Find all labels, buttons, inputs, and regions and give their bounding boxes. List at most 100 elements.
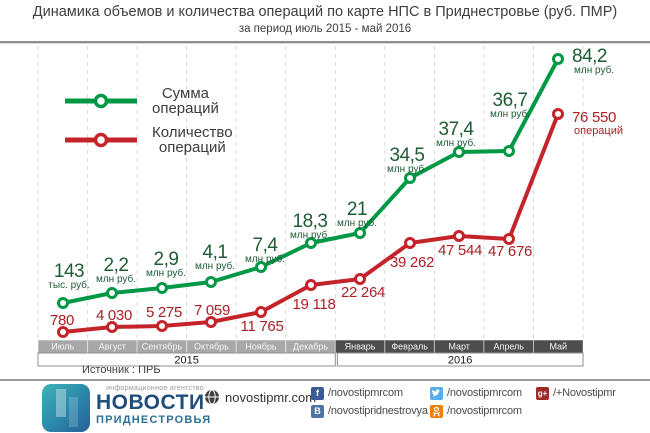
count-data-point <box>305 279 317 291</box>
year-label: 2015 <box>174 355 198 367</box>
vk-icon: В <box>311 404 324 418</box>
sum-data-point <box>404 172 416 184</box>
month-label: Декабрь <box>293 342 328 352</box>
footer-divider <box>0 379 650 381</box>
website-url: novostipmr.com <box>225 389 317 405</box>
sum-value-label: 2,2 <box>104 255 129 276</box>
count-data-point <box>354 273 366 285</box>
source-label: Источник : ПРБ <box>82 364 161 376</box>
year-label: 2016 <box>448 355 472 367</box>
facebook-handle: /novostipmrcom <box>328 387 403 399</box>
count-value-label: 780 <box>50 312 74 329</box>
sum-unit-label: млн руб. <box>290 229 330 241</box>
sum-unit-label: млн руб. <box>96 273 136 285</box>
social-googleplus: g+ /+Novostipmr <box>536 386 616 400</box>
social-facebook: f /novostipmrcom <box>311 386 403 400</box>
facebook-icon: f <box>311 386 324 400</box>
count-data-point <box>156 320 168 332</box>
sum-value-label: 7,4 <box>253 235 279 256</box>
sum-unit-label: млн руб. <box>490 108 530 120</box>
count-value-label: 47 676 <box>488 243 532 260</box>
count-unit-label: операций <box>574 125 623 137</box>
count-value-label: 76 550 <box>572 109 616 126</box>
agency-tagline: информационное агентство <box>106 385 204 392</box>
month-label: Февраль <box>391 342 428 352</box>
month-label: Июль <box>51 342 74 352</box>
month-label: Май <box>549 342 567 352</box>
count-data-point <box>552 108 564 120</box>
sum-data-point <box>552 53 564 65</box>
count-data-point <box>57 326 69 338</box>
sum-unit-label: млн руб. <box>436 137 476 149</box>
count-data-point <box>503 233 515 245</box>
count-data-point <box>106 321 118 333</box>
sum-data-point <box>106 287 118 299</box>
sum-data-point <box>57 297 69 309</box>
sum-value-label: 36,7 <box>493 90 528 111</box>
page-title: Динамика объемов и количества операций п… <box>32 4 618 20</box>
legend-label-count: Количество операций <box>152 124 233 156</box>
count-line-swatch <box>65 132 137 148</box>
sum-data-point <box>205 276 217 288</box>
year-band <box>336 352 584 367</box>
sum-unit-label: млн руб. <box>387 163 427 175</box>
count-data-point <box>255 306 267 318</box>
odnoklassniki-handle: /novostipmrcom <box>447 405 522 417</box>
sum-value-label: 18,3 <box>293 211 328 232</box>
vk-handle: /novostipridnestrovya <box>328 405 428 417</box>
sum-value-label: 37,4 <box>439 119 475 140</box>
month-label: Август <box>99 342 126 352</box>
month-label: Сентябрь <box>142 342 183 352</box>
sum-value-label: 21 <box>347 199 367 220</box>
sum-unit-label: млн руб. <box>574 64 614 76</box>
count-data-point <box>205 316 217 328</box>
sum-data-point <box>305 237 317 249</box>
sum-line-swatch <box>65 93 137 109</box>
legend-item-count: Количество операций <box>62 123 233 157</box>
year-band <box>37 352 336 367</box>
month-label: Март <box>448 342 470 352</box>
agency-brand: информационное агентство НОВОСТИ ПРИДНЕС… <box>96 385 212 426</box>
count-value-label: 19 118 <box>293 296 336 313</box>
month-label: Апрель <box>493 342 524 352</box>
count-value-label: 5 275 <box>146 304 182 321</box>
count-value-label: 39 262 <box>390 254 434 271</box>
count-value-label: 7 059 <box>194 302 230 319</box>
agency-name-sub: ПРИДНЕСТРОВЬЯ <box>96 414 212 426</box>
sum-data-point <box>354 227 366 239</box>
globe-icon <box>205 389 219 405</box>
sum-data-point <box>503 145 515 157</box>
sum-unit-label: млн руб. <box>146 267 186 279</box>
header-divider <box>0 41 650 44</box>
count-value-label: 11 765 <box>241 318 284 335</box>
social-odnoklassniki: /novostipmrcom <box>430 404 522 418</box>
sum-value-label: 4,1 <box>203 242 228 263</box>
sum-unit-label: млн руб. <box>245 253 285 265</box>
legend-label-sum: Сумма операций <box>152 85 219 117</box>
social-twitter: /novostipmrcom <box>430 386 522 400</box>
twitter-handle: /novostipmrcom <box>447 387 522 399</box>
count-data-point <box>404 237 416 249</box>
sum-value-label: 143 <box>54 261 84 282</box>
month-label: Октябрь <box>194 342 229 352</box>
sum-unit-label: млн руб. <box>195 260 235 272</box>
website-link: novostipmr.com <box>204 389 316 405</box>
social-vk: В /novostipridnestrovya <box>311 404 428 418</box>
sum-data-point <box>156 282 168 294</box>
sum-value-label: 84,2 <box>572 46 607 67</box>
count-value-label: 22 264 <box>341 284 385 301</box>
count-value-label: 4 030 <box>96 307 132 324</box>
sum-value-label: 34,5 <box>390 145 425 166</box>
twitter-bird-icon <box>430 386 443 400</box>
sum-data-point <box>255 261 267 273</box>
agency-logo-icon <box>42 384 90 432</box>
page-subtitle: за период июль 2015 - май 2016 <box>238 23 412 35</box>
googleplus-handle: /+Novostipmr <box>553 387 616 399</box>
count-data-point <box>453 230 465 242</box>
odnoklassniki-icon <box>430 404 443 418</box>
sum-value-label: 2,9 <box>154 249 179 270</box>
googleplus-icon: g+ <box>536 386 549 400</box>
month-label: Январь <box>345 342 376 352</box>
sum-unit-label: тыс. руб. <box>48 279 89 291</box>
